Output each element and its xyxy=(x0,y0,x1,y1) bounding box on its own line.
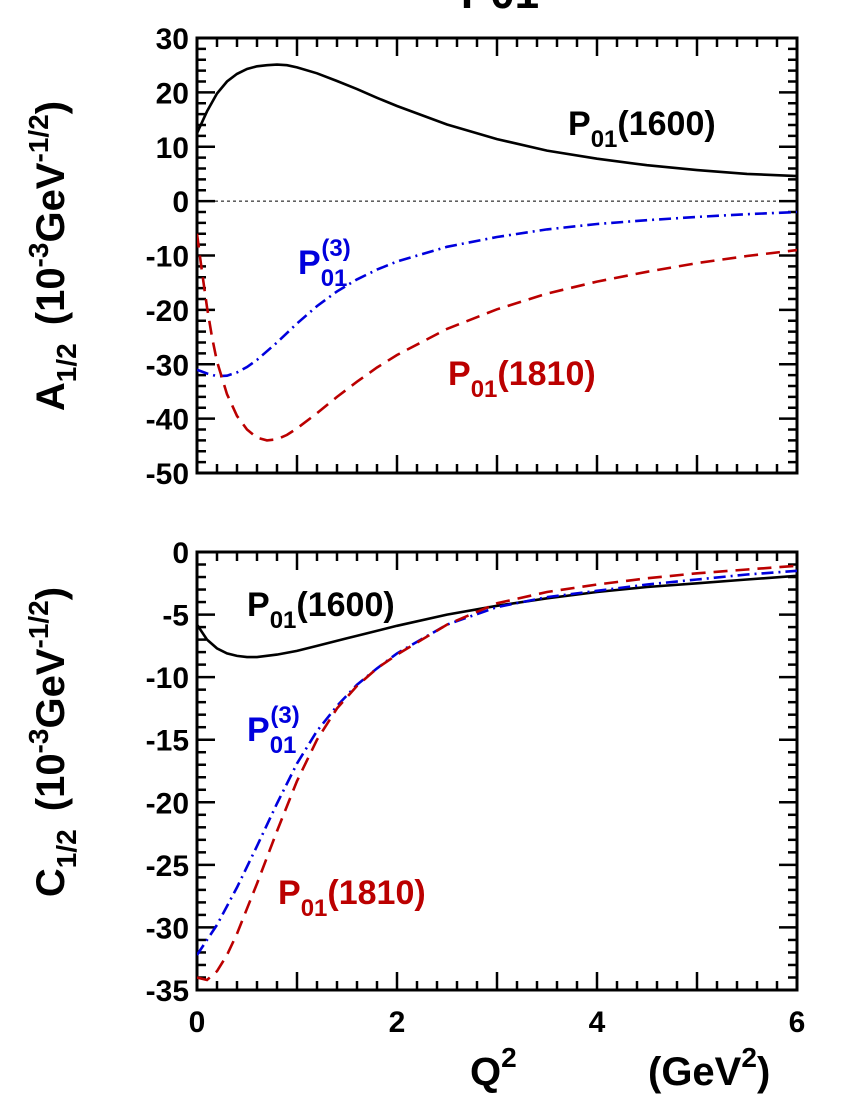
y-tick-label: 10 xyxy=(156,132,189,165)
y-axis-label: A1/2(10-3GeV-1/2) xyxy=(23,101,82,411)
series-line-p013 xyxy=(197,569,797,956)
curve-label: P01(3) xyxy=(298,235,351,292)
panel-bottom-c12: 0-5-10-15-20-25-30-350 2 4 6Q2 (GeV2)C1/2(10… xyxy=(23,537,805,1094)
x-tick-label: 6 xyxy=(789,1006,806,1039)
y-tick-label: -15 xyxy=(146,725,189,758)
y-tick-label: -35 xyxy=(146,975,189,1008)
x-axis-label: Q2 xyxy=(470,1042,517,1094)
x-tick-label: 4 xyxy=(589,1006,606,1039)
y-tick-label: -20 xyxy=(146,295,189,328)
y-tick-label: -5 xyxy=(162,600,189,633)
curve-label: P01(1810) xyxy=(448,355,596,403)
y-tick-label: -20 xyxy=(146,787,189,820)
y-tick-label: 0 xyxy=(172,537,189,570)
curve-label: P01(1600) xyxy=(568,105,716,153)
y-tick-label: -30 xyxy=(146,349,189,382)
panel-top-a12: 30 20 10 0 -10 -20 -30 -40 -50 A1/2(10-3GeV-1/2) P… xyxy=(23,23,799,491)
plot-frame xyxy=(195,36,799,475)
series-line-p011810 xyxy=(197,564,797,982)
y-tick-label: 0 xyxy=(172,186,189,219)
figure-title: P01 xyxy=(461,0,539,18)
y-tick-label: -40 xyxy=(146,404,189,437)
y-tick-label: -30 xyxy=(146,912,189,945)
y-tick-label: 20 xyxy=(156,77,189,110)
curve-label: P01(1600) xyxy=(247,586,395,634)
y-tick-label: -50 xyxy=(146,458,189,491)
curve-label: P01(3) xyxy=(247,702,300,759)
y-tick-label: -25 xyxy=(146,850,189,883)
x-tick-label: 2 xyxy=(389,1006,406,1039)
x-tick-label: 0 xyxy=(189,1006,206,1039)
y-tick-label: -10 xyxy=(146,241,189,274)
series-line-p013 xyxy=(197,210,797,378)
series-line-p011600 xyxy=(197,574,797,659)
curve-label: P01(1810) xyxy=(278,874,426,922)
y-tick-label: -10 xyxy=(146,662,189,695)
y-axis-label: C1/2(10-3GeV-1/2) xyxy=(23,587,82,897)
x-axis-unit: (GeV2) xyxy=(648,1042,770,1094)
y-tick-label: 30 xyxy=(156,23,189,56)
series-line-p011810 xyxy=(197,233,797,442)
series-line-p011600 xyxy=(197,63,797,178)
